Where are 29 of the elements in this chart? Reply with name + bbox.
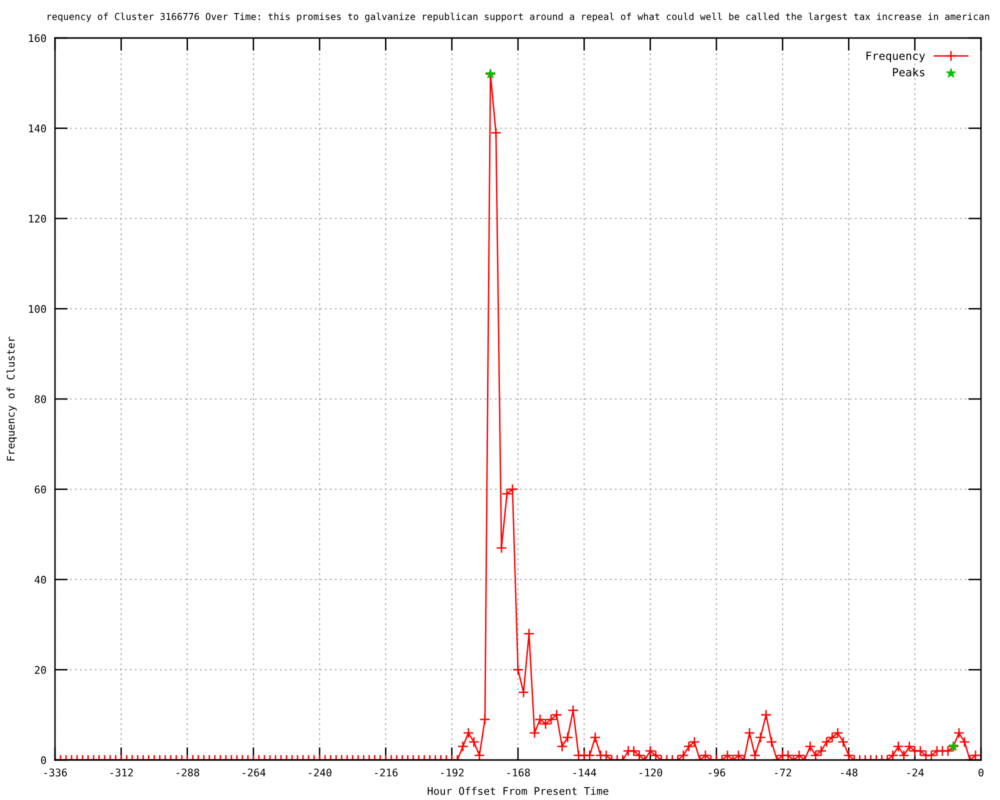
x-tick-label: 0 <box>978 768 984 776</box>
y-tick-label: 80 <box>34 395 46 404</box>
x-tick-label: -144 <box>573 768 596 776</box>
x-tick-label: -240 <box>308 768 332 776</box>
x-tick-label: -192 <box>441 768 464 776</box>
y-tick-label: 40 <box>34 576 46 584</box>
x-axis-title: Hour Offset From Present Time <box>428 786 608 795</box>
x-tick-label: -96 <box>708 768 726 776</box>
chart-title: requency of Cluster 3166776 Over Time: this promises to galvanize republican support around a repeal of what could well be called the largest tax increase in american <box>48 12 990 22</box>
x-tick-label: -216 <box>374 768 398 776</box>
y-tick-label: 100 <box>29 305 46 313</box>
x-tick-label: -168 <box>507 768 530 776</box>
legend-label: Peaks <box>893 68 924 76</box>
x-tick-label: -24 <box>907 768 924 776</box>
y-tick-label: 140 <box>29 124 46 132</box>
legend-label: Frequency <box>866 52 926 62</box>
y-tick-label: 0 <box>41 756 46 764</box>
x-tick-label: -72 <box>774 768 792 776</box>
x-tick-label: -48 <box>841 768 858 776</box>
x-tick-label: -120 <box>640 768 662 776</box>
y-tick-label: 160 <box>29 34 46 42</box>
y-tick-label: 120 <box>29 214 46 223</box>
x-tick-label: -264 <box>242 768 266 776</box>
y-axis-title: Frequency of Cluster <box>6 336 17 461</box>
x-tick-label: -336 <box>44 768 67 776</box>
x-tick-label: -312 <box>110 768 133 776</box>
x-tick-label: -288 <box>176 768 200 776</box>
y-tick-label: 60 <box>34 486 46 494</box>
y-tick-label: 20 <box>34 666 46 674</box>
